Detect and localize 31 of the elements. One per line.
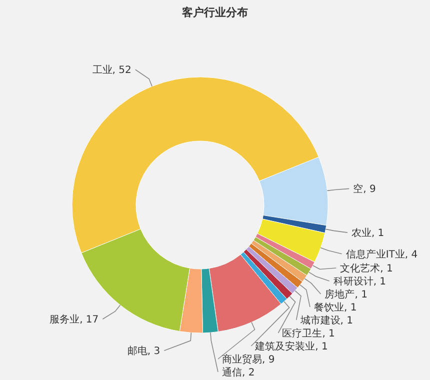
slice-label: 工业	[92, 64, 112, 76]
slice-label: 邮电	[127, 345, 148, 358]
data-label: , 17	[80, 314, 99, 326]
chart-title: 客户行业分布	[181, 6, 248, 19]
data-label: , 1	[380, 264, 393, 274]
slice-label: 信息产业IT业	[346, 248, 405, 260]
data-label: , 1	[373, 276, 386, 288]
data-label: , 9	[262, 354, 275, 366]
slice-label: 餐饮业	[314, 302, 344, 314]
slice-label: 商业贸易	[222, 354, 262, 366]
data-label: , 9	[363, 184, 376, 196]
slice-label: 科研设计	[333, 276, 374, 288]
slice-label: 通信	[222, 366, 242, 378]
slice-label: 建筑及安装业	[254, 340, 316, 352]
slice-label: 医疗卫生	[282, 328, 322, 340]
data-label: , 2	[242, 368, 255, 378]
data-label: , 1	[371, 228, 384, 240]
data-label: , 1	[340, 316, 354, 326]
data-label: , 52	[112, 65, 132, 76]
data-label: , 4	[404, 249, 418, 260]
slice-label: 农业	[351, 227, 372, 240]
slice-label: 房地产	[324, 288, 355, 300]
data-label: , 1	[315, 342, 328, 352]
data-label: , 1	[354, 290, 368, 300]
data-label: , 1	[344, 302, 357, 314]
slice-label: 服务业	[50, 314, 80, 326]
data-label: , 3	[147, 346, 160, 358]
slice-label: 城市建设	[299, 314, 340, 326]
slice-label: 空	[353, 183, 364, 196]
slice-label: 文化艺术	[340, 262, 380, 274]
data-label: , 1	[322, 328, 335, 340]
